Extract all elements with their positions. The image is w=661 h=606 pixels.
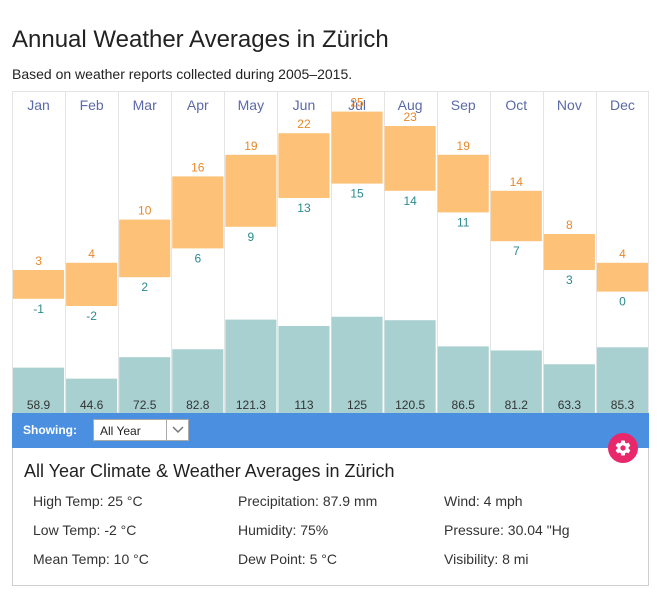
precip-label: 63.3 bbox=[558, 398, 582, 412]
stat-wind: Wind: 4 mph bbox=[444, 493, 523, 509]
precip-label: 125 bbox=[347, 398, 367, 412]
precip-label: 58.9 bbox=[27, 398, 51, 412]
precip-bar bbox=[278, 325, 330, 413]
weather-chart: Jan 3 -1 58.9 Feb 4 -2 44.6 Mar 10 2 72.5 Apr 16 6 82.8… bbox=[12, 91, 649, 413]
high-temp-label: 14 bbox=[510, 175, 524, 189]
precip-bar bbox=[384, 320, 436, 413]
high-temp-label: 22 bbox=[297, 117, 311, 131]
high-temp-label: 16 bbox=[191, 160, 205, 174]
precip-bar bbox=[331, 316, 383, 413]
stat-pressure: Pressure: 30.04 "Hg bbox=[444, 522, 570, 538]
stat-humidity: Humidity: 75% bbox=[238, 522, 329, 538]
precip-bar bbox=[437, 346, 489, 413]
month-label: Mar bbox=[133, 97, 157, 113]
high-temp-label: 4 bbox=[619, 247, 626, 261]
stat-mean-temp: Mean Temp: 10 °C bbox=[33, 551, 149, 567]
precip-bar bbox=[490, 350, 542, 413]
precip-bar bbox=[172, 349, 224, 413]
low-temp-label: 0 bbox=[619, 295, 626, 309]
precip-bar bbox=[225, 319, 277, 413]
high-temp-label: 19 bbox=[457, 139, 471, 153]
month-label: Feb bbox=[80, 97, 104, 113]
low-temp-label: 2 bbox=[141, 280, 148, 294]
temp-range-bar bbox=[119, 219, 171, 278]
low-temp-label: 13 bbox=[297, 201, 311, 215]
temp-range-bar bbox=[225, 154, 277, 227]
temp-range-bar bbox=[490, 190, 542, 242]
precip-label: 85.3 bbox=[611, 398, 635, 412]
temp-range-bar bbox=[13, 270, 65, 299]
temp-range-bar bbox=[172, 176, 224, 249]
stat-high-temp: High Temp: 25 °C bbox=[33, 493, 143, 509]
high-temp-label: 8 bbox=[566, 218, 573, 232]
month-label: May bbox=[238, 97, 264, 113]
month-label: Jun bbox=[293, 97, 316, 113]
stat-low-temp: Low Temp: -2 °C bbox=[33, 522, 137, 538]
month-label: Jul bbox=[348, 97, 366, 113]
low-temp-label: 14 bbox=[403, 194, 417, 208]
month-label: Sep bbox=[451, 97, 476, 113]
temp-range-bar bbox=[66, 262, 118, 306]
chevron-down-icon[interactable] bbox=[166, 420, 188, 440]
month-label: Oct bbox=[505, 97, 527, 113]
summary-title: All Year Climate & Weather Averages in Z… bbox=[24, 461, 395, 481]
precip-label: 120.5 bbox=[395, 398, 425, 412]
precip-label: 44.6 bbox=[80, 398, 104, 412]
stat-dew-point: Dew Point: 5 °C bbox=[238, 551, 337, 567]
month-label: Dec bbox=[610, 97, 635, 113]
high-temp-label: 3 bbox=[35, 254, 42, 268]
summary-panel: All Year Climate & Weather Averages in Z… bbox=[12, 448, 649, 586]
precip-bar bbox=[543, 364, 595, 413]
high-temp-label: 23 bbox=[403, 110, 417, 124]
month-label: Nov bbox=[557, 97, 582, 113]
temp-range-bar bbox=[384, 126, 436, 191]
period-select[interactable]: All Year bbox=[93, 419, 189, 441]
precip-bar bbox=[66, 378, 118, 413]
temp-range-bar bbox=[543, 234, 595, 270]
high-temp-label: 10 bbox=[138, 204, 152, 218]
low-temp-label: 3 bbox=[566, 273, 573, 287]
gear-icon bbox=[615, 440, 631, 456]
page-title: Annual Weather Averages in Zürich bbox=[12, 26, 389, 53]
high-temp-label: 19 bbox=[244, 139, 258, 153]
precip-label: 86.5 bbox=[452, 398, 476, 412]
temp-range-bar bbox=[278, 133, 330, 198]
month-label: Jan bbox=[27, 97, 50, 113]
page-subtitle: Based on weather reports collected durin… bbox=[12, 66, 353, 82]
precip-label: 121.3 bbox=[236, 398, 266, 412]
low-temp-label: -2 bbox=[86, 309, 97, 323]
high-temp-label: 25 bbox=[350, 96, 364, 110]
precip-bar bbox=[119, 357, 171, 413]
settings-button[interactable] bbox=[608, 433, 638, 463]
low-temp-label: 11 bbox=[457, 215, 470, 229]
precip-label: 113 bbox=[294, 398, 313, 412]
stat-precipitation: Precipitation: 87.9 mm bbox=[238, 493, 378, 509]
month-label: Aug bbox=[398, 97, 423, 113]
precip-label: 82.8 bbox=[186, 398, 210, 412]
high-temp-label: 4 bbox=[88, 247, 95, 261]
precip-label: 81.2 bbox=[505, 398, 529, 412]
low-temp-label: 6 bbox=[194, 251, 201, 265]
stat-visibility: Visibility: 8 mi bbox=[444, 551, 529, 567]
low-temp-label: 15 bbox=[350, 187, 364, 201]
chart-frame bbox=[12, 91, 649, 413]
precip-bar bbox=[13, 367, 65, 413]
month-label: Apr bbox=[187, 97, 209, 113]
period-select-value: All Year bbox=[100, 424, 141, 438]
low-temp-label: 7 bbox=[513, 244, 520, 258]
temp-range-bar bbox=[331, 111, 383, 184]
temp-range-bar bbox=[437, 154, 489, 213]
low-temp-label: 9 bbox=[248, 230, 255, 244]
precip-bar bbox=[596, 347, 648, 413]
low-temp-label: -1 bbox=[33, 302, 44, 316]
filter-label: Showing: bbox=[23, 423, 77, 437]
temp-range-bar bbox=[596, 262, 648, 292]
precip-label: 72.5 bbox=[133, 398, 157, 412]
filter-bar: Showing: All Year bbox=[12, 413, 649, 448]
